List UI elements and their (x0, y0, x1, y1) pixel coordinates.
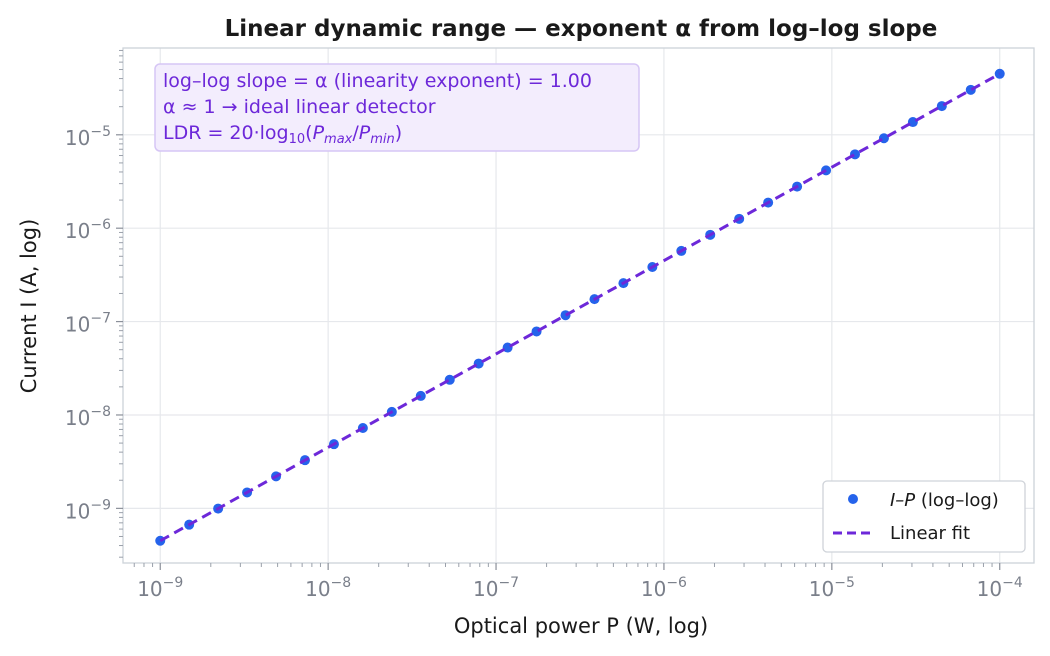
x-axis-label: Optical power P (W, log) (454, 614, 708, 638)
y-axis-label: Current I (A, log) (17, 219, 41, 394)
x-tick-label: 10−8 (305, 575, 351, 601)
plot-area-frame (122, 47, 1035, 564)
legend: I–P (log–log) Linear fit (822, 480, 1026, 553)
fit-line (159, 72, 1001, 543)
x-tick-label: 10−6 (641, 575, 687, 601)
legend-label-scatter: I–P (log–log) (890, 490, 999, 511)
ldr-slash: / (352, 122, 359, 144)
ldr-paren-open: ( (305, 122, 312, 144)
x-tick-label: 10−9 (137, 575, 183, 601)
ldr-paren-close: ) (395, 122, 402, 144)
annotation-background (154, 63, 640, 152)
x-tick-label: 10−4 (977, 575, 1023, 601)
axis-ticks: 10−9 10−8 10−7 10−6 10−5 10−4 10−9 10−8 10−7 10−6… (65, 49, 1023, 601)
y-tick-label: 10−6 (65, 217, 111, 243)
x-tick-label: 10−7 (473, 575, 519, 601)
legend-label-fit: Linear fit (890, 523, 970, 544)
ldr-p1: P (313, 122, 325, 144)
y-tick-label: 10−7 (65, 311, 111, 337)
annotation-line-2: α ≈ 1 → ideal linear detector (163, 96, 436, 118)
y-tick-label: 10−5 (65, 124, 111, 150)
annotation-line-1: log–log slope = α (linearity exponent) =… (163, 70, 592, 92)
ldr-p2: P (359, 122, 371, 144)
ldr-sub-max: max (324, 132, 353, 147)
annotation-line-3: LDR = 20·log10(Pmax/Pmin) (163, 122, 402, 147)
legend-marker-scatter (848, 494, 858, 504)
y-tick-label: 10−8 (65, 404, 111, 430)
ldr-sub-min: min (370, 132, 395, 147)
chart-marks (155, 68, 1005, 546)
annotation-box: log–log slope = α (linearity exponent) =… (154, 63, 640, 152)
y-tick-label: 10−9 (65, 497, 111, 523)
legend-frame (822, 480, 1026, 553)
x-tick-label: 10−5 (809, 575, 855, 601)
ldr-sub-10: 10 (289, 132, 306, 147)
ldr-text-a: LDR = 20·log (163, 122, 289, 144)
chart-title: Linear dynamic range — exponent α from l… (225, 16, 938, 42)
